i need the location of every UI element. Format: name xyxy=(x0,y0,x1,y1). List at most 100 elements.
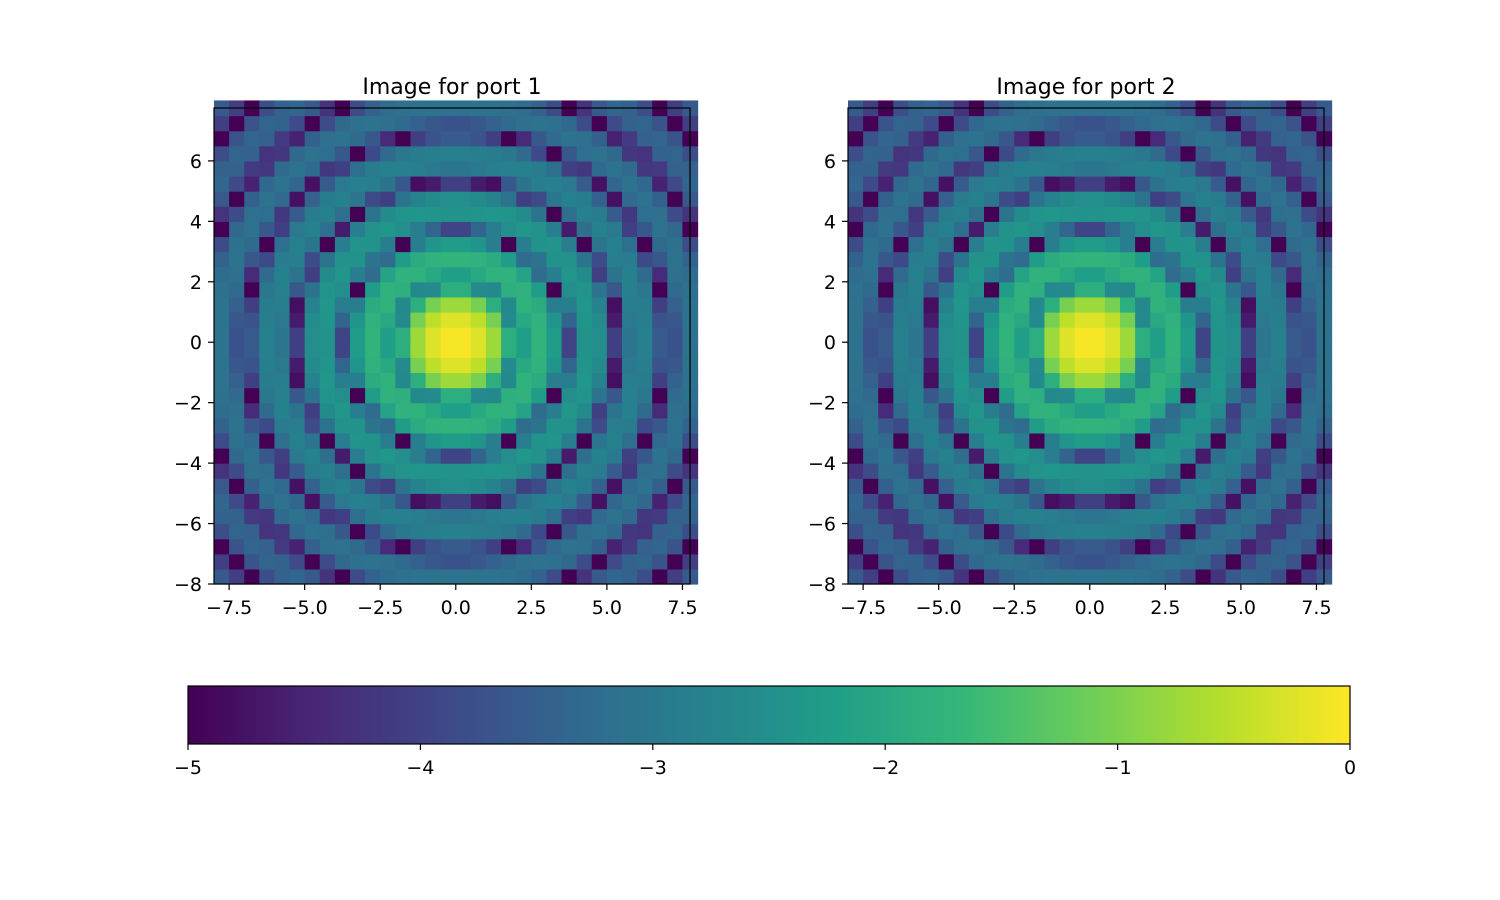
heatmap-cell xyxy=(1240,206,1257,222)
heatmap-cell xyxy=(470,236,487,253)
heatmap-cell xyxy=(1210,266,1227,283)
heatmap-cell xyxy=(1210,478,1227,494)
heatmap-cell xyxy=(606,342,623,358)
heatmap-cell xyxy=(667,342,684,358)
heatmap-cell xyxy=(1256,553,1272,570)
heatmap-cell xyxy=(591,191,608,207)
heatmap-cell xyxy=(531,432,548,449)
heatmap-cell xyxy=(1210,417,1227,434)
heatmap-cell xyxy=(848,115,864,132)
heatmap-cell xyxy=(893,206,910,222)
x-tick-label: −2.5 xyxy=(991,597,1037,619)
heatmap-cell xyxy=(380,372,396,389)
heatmap-cell xyxy=(953,508,970,525)
heatmap-cell xyxy=(319,538,336,555)
heatmap-cell xyxy=(1029,357,1046,374)
heatmap-cell xyxy=(546,538,563,555)
heatmap-cell xyxy=(1195,478,1212,494)
heatmap-cell xyxy=(908,266,925,283)
heatmap-cell xyxy=(244,236,260,253)
heatmap-cell xyxy=(591,145,608,162)
heatmap-cell xyxy=(1014,478,1030,494)
heatmap-cell xyxy=(591,463,608,479)
heatmap-cell xyxy=(953,463,970,479)
heatmap-cell xyxy=(1240,281,1257,298)
heatmap-cell xyxy=(1240,448,1257,464)
heatmap-cell xyxy=(1301,221,1318,238)
heatmap-cell xyxy=(1014,327,1030,343)
heatmap-cell xyxy=(531,478,548,494)
heatmap-cell xyxy=(968,357,985,374)
heatmap-cell xyxy=(984,206,1000,222)
heatmap-cell xyxy=(380,342,396,358)
heatmap-cell xyxy=(637,448,653,464)
heatmap-cell xyxy=(1089,296,1106,313)
heatmap-cell xyxy=(848,130,864,147)
heatmap-cell xyxy=(350,553,366,570)
heatmap-cell xyxy=(968,251,985,268)
heatmap-cell xyxy=(1029,296,1046,313)
heatmap-cell xyxy=(1014,432,1030,449)
heatmap-cell xyxy=(863,478,879,494)
heatmap-cell xyxy=(274,266,291,283)
heatmap-cell xyxy=(938,130,955,147)
heatmap-cell xyxy=(546,463,563,479)
heatmap-cell xyxy=(923,130,940,147)
heatmap-cell xyxy=(999,508,1015,525)
heatmap-cell xyxy=(1074,463,1091,479)
heatmap-cell xyxy=(380,523,396,540)
heatmap-cell xyxy=(622,357,638,374)
heatmap-cell xyxy=(576,206,593,222)
heatmap-cell xyxy=(878,342,894,358)
heatmap-cell xyxy=(1089,130,1106,147)
heatmap-cell xyxy=(486,206,502,222)
heatmap-cell xyxy=(1135,568,1151,585)
heatmap-cell xyxy=(214,236,230,253)
heatmap-cell xyxy=(1135,417,1151,434)
heatmap-cell xyxy=(516,478,532,494)
heatmap-cell xyxy=(380,493,396,510)
heatmap-cell xyxy=(455,160,472,177)
heatmap-cell xyxy=(1180,281,1197,298)
heatmap-cell xyxy=(999,357,1015,374)
heatmap-cell xyxy=(1150,130,1166,147)
heatmap-cell xyxy=(908,251,925,268)
heatmap-cell xyxy=(622,251,638,268)
heatmap-cell xyxy=(365,508,381,525)
heatmap-cell xyxy=(1029,266,1046,283)
heatmap-cell xyxy=(244,160,260,177)
heatmap-cell xyxy=(410,523,427,540)
heatmap-cell xyxy=(576,251,593,268)
heatmap-cell xyxy=(425,553,442,570)
x-tick-label: 5.0 xyxy=(592,597,622,619)
heatmap-cell xyxy=(395,236,412,253)
heatmap-cell xyxy=(622,463,638,479)
heatmap-cell xyxy=(1271,130,1287,147)
heatmap-cell xyxy=(606,236,623,253)
colorbar-tick-label: −5 xyxy=(174,757,202,779)
heatmap-cell xyxy=(908,568,925,585)
heatmap-cell xyxy=(244,327,260,343)
heatmap-cell xyxy=(289,553,306,570)
heatmap-cell xyxy=(1240,327,1257,343)
heatmap-cell xyxy=(637,206,653,222)
heatmap-cell xyxy=(622,478,638,494)
heatmap-cell xyxy=(1180,176,1197,192)
heatmap-cell xyxy=(968,417,985,434)
heatmap-cell xyxy=(1150,251,1166,268)
heatmap-cell xyxy=(622,402,638,419)
heatmap-cell xyxy=(1195,568,1212,585)
heatmap-cell xyxy=(531,160,548,177)
heatmap-cell xyxy=(1210,206,1227,222)
heatmap-cell xyxy=(908,508,925,525)
heatmap-cell xyxy=(350,251,366,268)
heatmap-cell xyxy=(1240,145,1257,162)
heatmap-cell xyxy=(440,221,457,238)
heatmap-cell xyxy=(1210,130,1227,147)
heatmap-cell xyxy=(319,357,336,374)
heatmap-cell xyxy=(304,402,321,419)
heatmap-cell xyxy=(1165,463,1182,479)
heatmap-cell xyxy=(953,523,970,540)
heatmap-cell xyxy=(1089,206,1106,222)
heatmap-cell xyxy=(622,387,638,404)
